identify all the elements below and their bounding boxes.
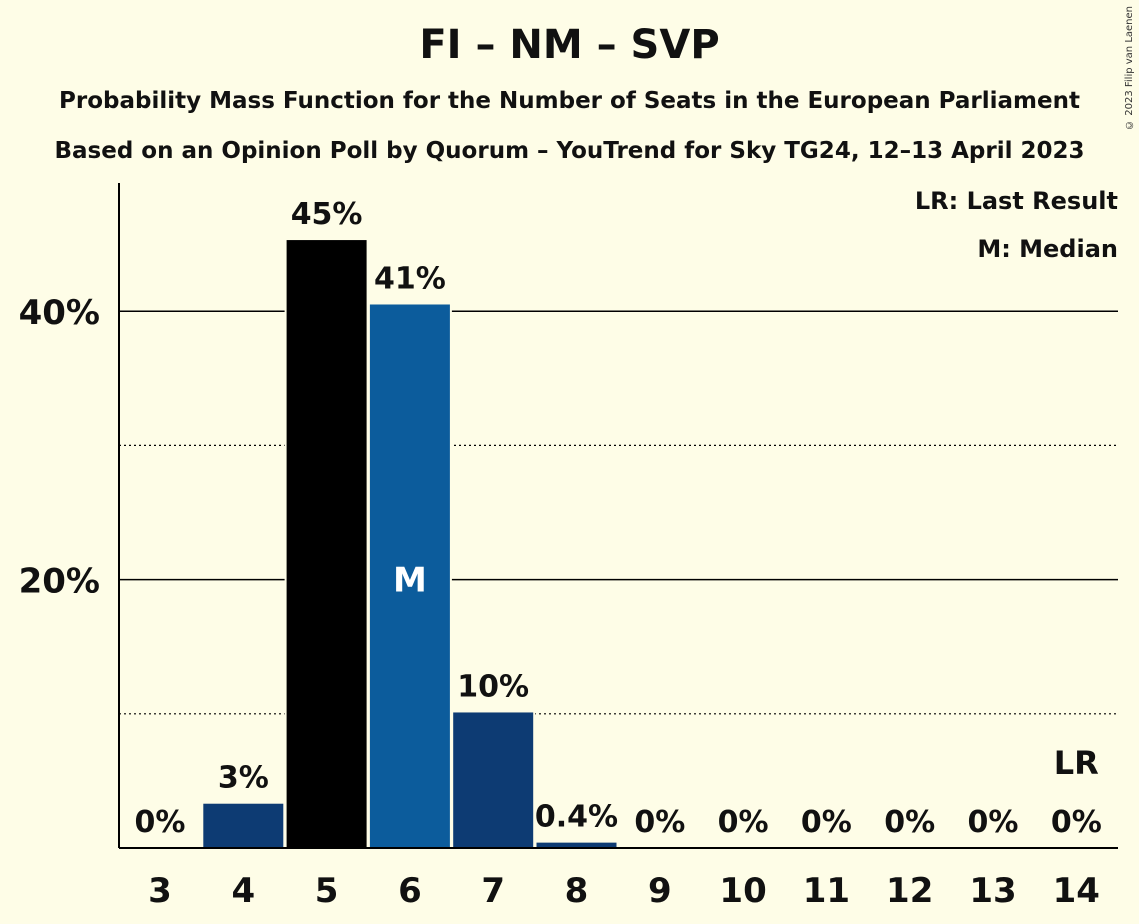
bar-6 [369,304,450,848]
value-label-14: 0% [1051,805,1102,840]
bar-4 [203,803,284,848]
x-tick-label-11: 11 [803,871,850,911]
chart-subtitle-line-1: Probability Mass Function for the Number… [59,88,1080,114]
x-tick-label-7: 7 [481,871,505,911]
chart-title: FI – NM – SVP [419,22,720,68]
grid-lines [119,310,1118,715]
value-label-10: 0% [718,805,769,840]
x-tick-label-10: 10 [719,871,766,911]
value-label-5: 45% [291,197,363,232]
bar-7 [453,712,534,848]
x-tick-label-8: 8 [565,871,589,911]
labels: 20% 40% 0% 3 3% 4 45% 5 41% 6 M 10% 7 0.4% 8 0% 9 0% 10 0% 1… [19,197,1102,911]
y-tick-label: 40% [19,293,100,333]
value-label-8: 0.4% [535,800,618,835]
value-label-7: 10% [457,669,529,704]
bar-8 [536,842,617,848]
bar-5 [286,240,367,849]
chart-subtitle-line-2: Based on an Opinion Poll by Quorum – You… [54,138,1085,164]
x-tick-label-6: 6 [398,871,422,911]
x-tick-label-12: 12 [886,871,933,911]
last-result-marker: LR [1054,744,1099,782]
value-label-3: 0% [135,805,186,840]
median-marker: M [393,561,427,601]
value-label-12: 0% [884,805,935,840]
x-tick-label-5: 5 [315,871,339,911]
legend-median: M: Median [977,235,1118,263]
bars [201,240,619,849]
x-tick-label-13: 13 [969,871,1016,911]
legend-last-result: LR: Last Result [915,187,1118,215]
y-tick-label: 20% [19,562,100,602]
value-label-6: 41% [374,261,446,296]
x-tick-label-4: 4 [231,871,255,911]
value-label-4: 3% [218,761,269,796]
value-label-9: 0% [634,805,685,840]
x-tick-label-3: 3 [148,871,172,911]
x-tick-label-14: 14 [1053,871,1100,911]
value-label-11: 0% [801,805,852,840]
value-label-13: 0% [968,805,1019,840]
x-tick-label-9: 9 [648,871,672,911]
